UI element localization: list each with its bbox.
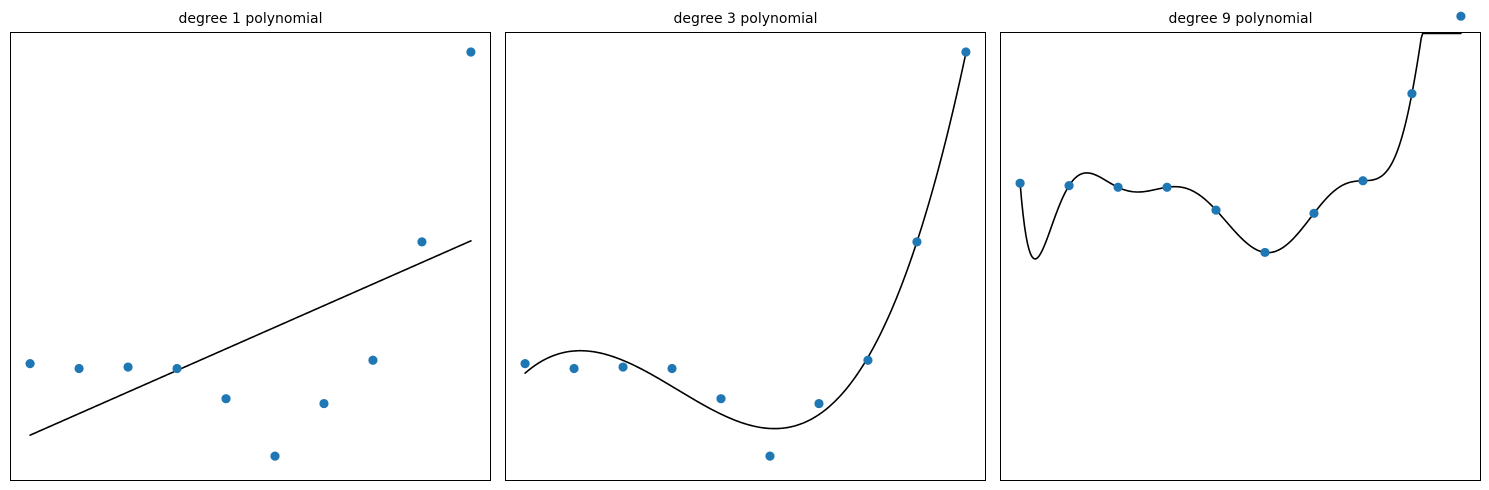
fit-line-layer	[29, 240, 472, 436]
data-point	[1407, 88, 1417, 99]
data-point	[74, 363, 84, 374]
data-point	[417, 237, 427, 247]
plot-frame	[10, 32, 491, 481]
data-point	[1358, 176, 1368, 186]
data-point	[172, 363, 182, 374]
data-point	[814, 398, 824, 409]
data-point	[618, 362, 628, 372]
data-point	[1015, 178, 1025, 188]
fit-line-layer	[1019, 32, 1462, 260]
data-point	[221, 394, 231, 404]
data-point	[1064, 181, 1074, 191]
plot-frame	[505, 32, 986, 481]
data-point	[667, 363, 677, 374]
data-point	[123, 362, 133, 372]
panel-degree-1: degree 1 polynomial	[10, 11, 491, 481]
panel-degree-9: degree 9 polynomial	[1000, 11, 1481, 481]
data-point	[466, 47, 476, 57]
data-point	[716, 394, 726, 404]
data-point	[520, 359, 530, 369]
panel-title: degree 9 polynomial	[1169, 11, 1313, 27]
data-point	[863, 355, 873, 365]
data-point	[1309, 208, 1319, 218]
data-point	[1113, 182, 1123, 192]
data-point	[1456, 11, 1466, 21]
data-point	[765, 451, 775, 461]
data-point	[1162, 182, 1172, 192]
data-point	[1260, 247, 1270, 258]
data-point	[270, 451, 280, 461]
scatter-points	[1015, 11, 1466, 258]
data-point	[319, 398, 329, 409]
data-point	[912, 237, 922, 247]
panel-title: degree 3 polynomial	[674, 11, 818, 27]
scatter-points	[25, 47, 476, 461]
plot-frame	[1000, 32, 1481, 481]
data-point	[569, 363, 579, 374]
panel-title: degree 1 polynomial	[179, 11, 323, 27]
fit-line	[524, 52, 967, 430]
fit-line	[29, 240, 472, 436]
data-point	[368, 355, 378, 365]
data-point	[25, 359, 35, 369]
scatter-points	[520, 47, 971, 461]
panel-degree-3: degree 3 polynomial	[505, 11, 986, 481]
data-point	[1211, 205, 1221, 215]
data-point	[961, 47, 971, 57]
fit-line	[1019, 32, 1462, 260]
fit-line-layer	[524, 52, 967, 430]
